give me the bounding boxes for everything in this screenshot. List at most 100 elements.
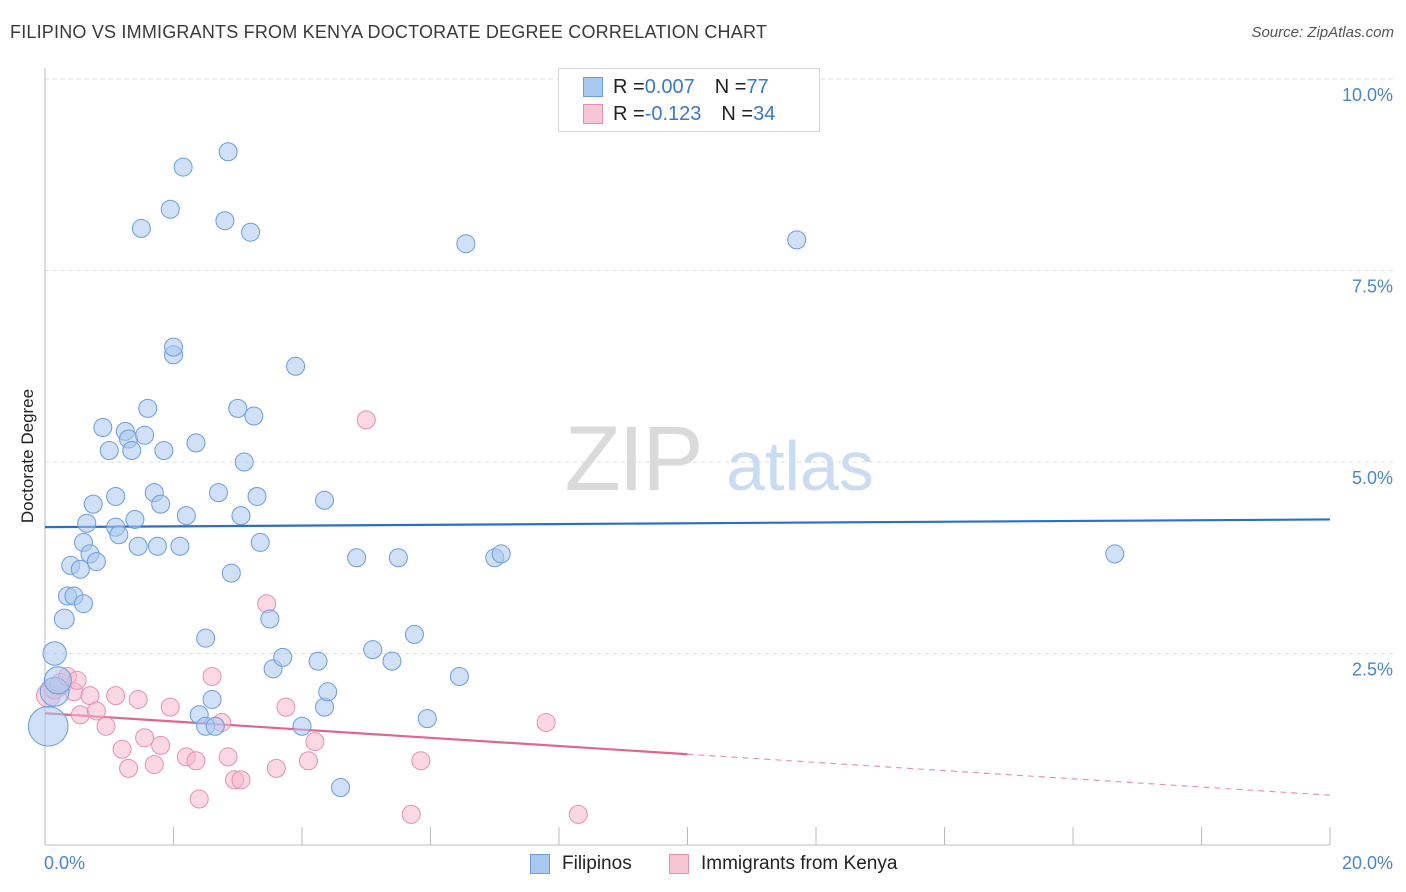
legend-label: Immigrants from Kenya xyxy=(701,853,898,874)
n-value: 34 xyxy=(753,102,776,125)
filipino-point xyxy=(147,536,167,556)
filipino-point xyxy=(186,433,206,453)
kenya-point xyxy=(144,755,164,775)
kenya-points xyxy=(36,410,588,824)
filipino-point xyxy=(135,425,155,445)
filipino-point xyxy=(449,666,469,686)
watermark-zip: ZIP xyxy=(564,408,701,510)
n-label: N = xyxy=(721,102,754,125)
filipino-point xyxy=(347,548,367,568)
filipino-point xyxy=(154,441,174,461)
filipino-point xyxy=(787,230,807,250)
legend-row-kenya: R = -0.123 N = 34 xyxy=(583,102,776,126)
filipino-point xyxy=(273,647,293,667)
filipino-point xyxy=(176,506,196,526)
filipino-point xyxy=(331,778,351,798)
filipino-point xyxy=(86,552,106,572)
filipino-point xyxy=(314,490,334,510)
source-label: Source: ZipAtlas.com xyxy=(1251,24,1394,41)
r-label: R = xyxy=(613,102,645,125)
r-value: 0.007 xyxy=(644,75,695,98)
kenya-point xyxy=(257,594,277,614)
watermark: ZIP atlas xyxy=(564,408,874,510)
filipino-point xyxy=(363,640,383,660)
filipino-point xyxy=(70,559,90,579)
filipino-point xyxy=(215,211,235,231)
filipino-point xyxy=(404,624,424,644)
filipino-point xyxy=(122,441,142,461)
filipino-point xyxy=(77,513,97,533)
filipinos-swatch xyxy=(530,854,550,874)
y-tick-label: 7.5% xyxy=(1352,277,1393,297)
x-tick-label: 0.0% xyxy=(44,853,85,873)
filipino-point xyxy=(53,608,75,630)
filipino-point xyxy=(260,609,280,629)
filipino-point xyxy=(170,536,190,556)
kenya-point xyxy=(135,728,155,748)
tick-labels: 2.5% 5.0% 7.5% 10.0% 0.0% 20.0% xyxy=(44,85,1393,873)
trend-lines xyxy=(44,518,1331,796)
filipino-point xyxy=(491,544,511,564)
kenya-point xyxy=(356,410,376,430)
kenya-point xyxy=(96,716,116,736)
filipino-point xyxy=(131,218,151,238)
kenya-point xyxy=(568,804,588,824)
grid-lines xyxy=(45,78,1395,654)
filipino-point xyxy=(292,716,312,736)
kenya-point xyxy=(298,751,318,771)
filipino-point xyxy=(106,486,126,506)
filipino-point xyxy=(151,494,171,514)
legend-row-filipinos: R = 0.007 N = 77 xyxy=(583,75,769,99)
filipino-point xyxy=(241,222,261,242)
kenya-point xyxy=(231,770,251,790)
y-tick-label: 5.0% xyxy=(1352,468,1393,488)
filipinos-swatch xyxy=(583,77,603,97)
filipino-point xyxy=(250,532,270,552)
kenya-point xyxy=(276,697,296,717)
filipino-point xyxy=(231,506,251,526)
axes xyxy=(44,68,1331,846)
filipino-point xyxy=(247,486,267,506)
kenya-point xyxy=(119,758,139,778)
filipino-point xyxy=(221,563,241,583)
y-tick-label: 10.0% xyxy=(1342,85,1393,105)
kenya-point xyxy=(202,666,222,686)
filipino-point xyxy=(164,337,183,357)
filipino-point xyxy=(208,483,228,503)
kenya-point xyxy=(112,739,132,759)
legend-item-filipinos: Filipinos xyxy=(530,850,632,878)
kenya-point xyxy=(266,758,286,778)
kenya-point xyxy=(218,747,238,767)
filipino-point xyxy=(308,651,328,671)
r-value: -0.123 xyxy=(644,102,702,125)
filipino-point xyxy=(74,594,94,614)
filipino-point xyxy=(83,494,103,514)
filipino-point xyxy=(456,234,476,254)
kenya-trend-line-extension xyxy=(687,753,1331,796)
filipino-point xyxy=(228,398,248,418)
kenya-point xyxy=(151,735,171,755)
filipino-point xyxy=(138,398,158,418)
filipino-point xyxy=(417,709,437,729)
filipino-point xyxy=(196,628,216,648)
kenya-swatch xyxy=(669,854,689,874)
filipino-point xyxy=(286,356,306,376)
filipino-point xyxy=(234,452,254,472)
kenya-trend-line xyxy=(44,712,688,756)
filipino-point xyxy=(314,697,334,717)
filipino-point xyxy=(99,441,119,461)
filipino-point xyxy=(202,689,222,709)
filipino-point xyxy=(93,418,113,438)
filipino-point xyxy=(43,666,72,695)
filipino-points xyxy=(27,142,1125,798)
y-tick-label: 2.5% xyxy=(1352,660,1393,680)
filipino-point xyxy=(1105,544,1125,564)
filipino-point xyxy=(173,157,193,177)
r-label: R = xyxy=(613,75,645,98)
n-value: 77 xyxy=(746,75,769,98)
filipino-point xyxy=(244,406,264,426)
filipino-point xyxy=(160,199,180,219)
filipino-point xyxy=(27,705,69,747)
filipino-point xyxy=(388,548,408,568)
